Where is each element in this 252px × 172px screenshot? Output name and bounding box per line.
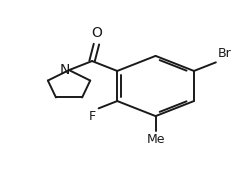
Text: Br: Br (217, 47, 231, 60)
Text: O: O (91, 26, 102, 40)
Text: F: F (89, 110, 96, 123)
Text: N: N (59, 63, 69, 77)
Text: Me: Me (146, 133, 164, 146)
